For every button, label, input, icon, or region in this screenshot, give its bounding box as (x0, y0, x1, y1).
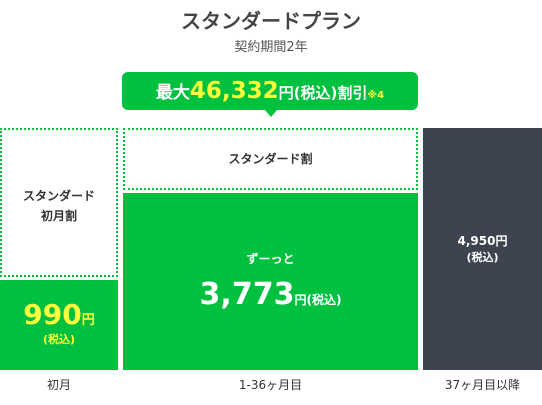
price: 990 (23, 298, 82, 331)
badge-suffix: 円(税込)割引 (278, 84, 368, 102)
subtitle: 契約期間2年 (234, 40, 308, 55)
discount-line: 初月割 (40, 209, 77, 223)
standard-price: ずーっと 3,773円(税込) (123, 193, 418, 370)
period-label: 初月 (46, 378, 71, 392)
discount-line: スタンダード (22, 189, 95, 203)
badge-pointer (265, 110, 277, 117)
discount-badge: 最大46,332円(税込)割引※4 (122, 72, 418, 110)
caption: ずーっと (246, 252, 295, 266)
period-label: 37ヶ月目以降 (444, 378, 521, 392)
title: スタンダードプラン (181, 9, 361, 33)
tax-label: (税込) (42, 333, 76, 346)
period-label: 1-36ヶ月目 (238, 378, 303, 392)
price: 4,950円 (457, 234, 508, 248)
first-month-discount: スタンダード 初月割 (0, 128, 118, 277)
standard-discount: スタンダード割 (123, 128, 418, 190)
price: 3,773 (199, 277, 295, 312)
badge-note: ※4 (367, 90, 385, 101)
regular-price: 4,950円 (税込) (423, 128, 542, 370)
price-unit: 円(税込) (294, 293, 342, 307)
badge-prefix: 最大 (155, 83, 190, 103)
badge-amount: 46,332 (189, 78, 279, 104)
tax-label: (税込) (466, 251, 499, 264)
first-month-price: 990円 (税込) (0, 280, 118, 370)
price-unit: 円 (81, 313, 95, 328)
